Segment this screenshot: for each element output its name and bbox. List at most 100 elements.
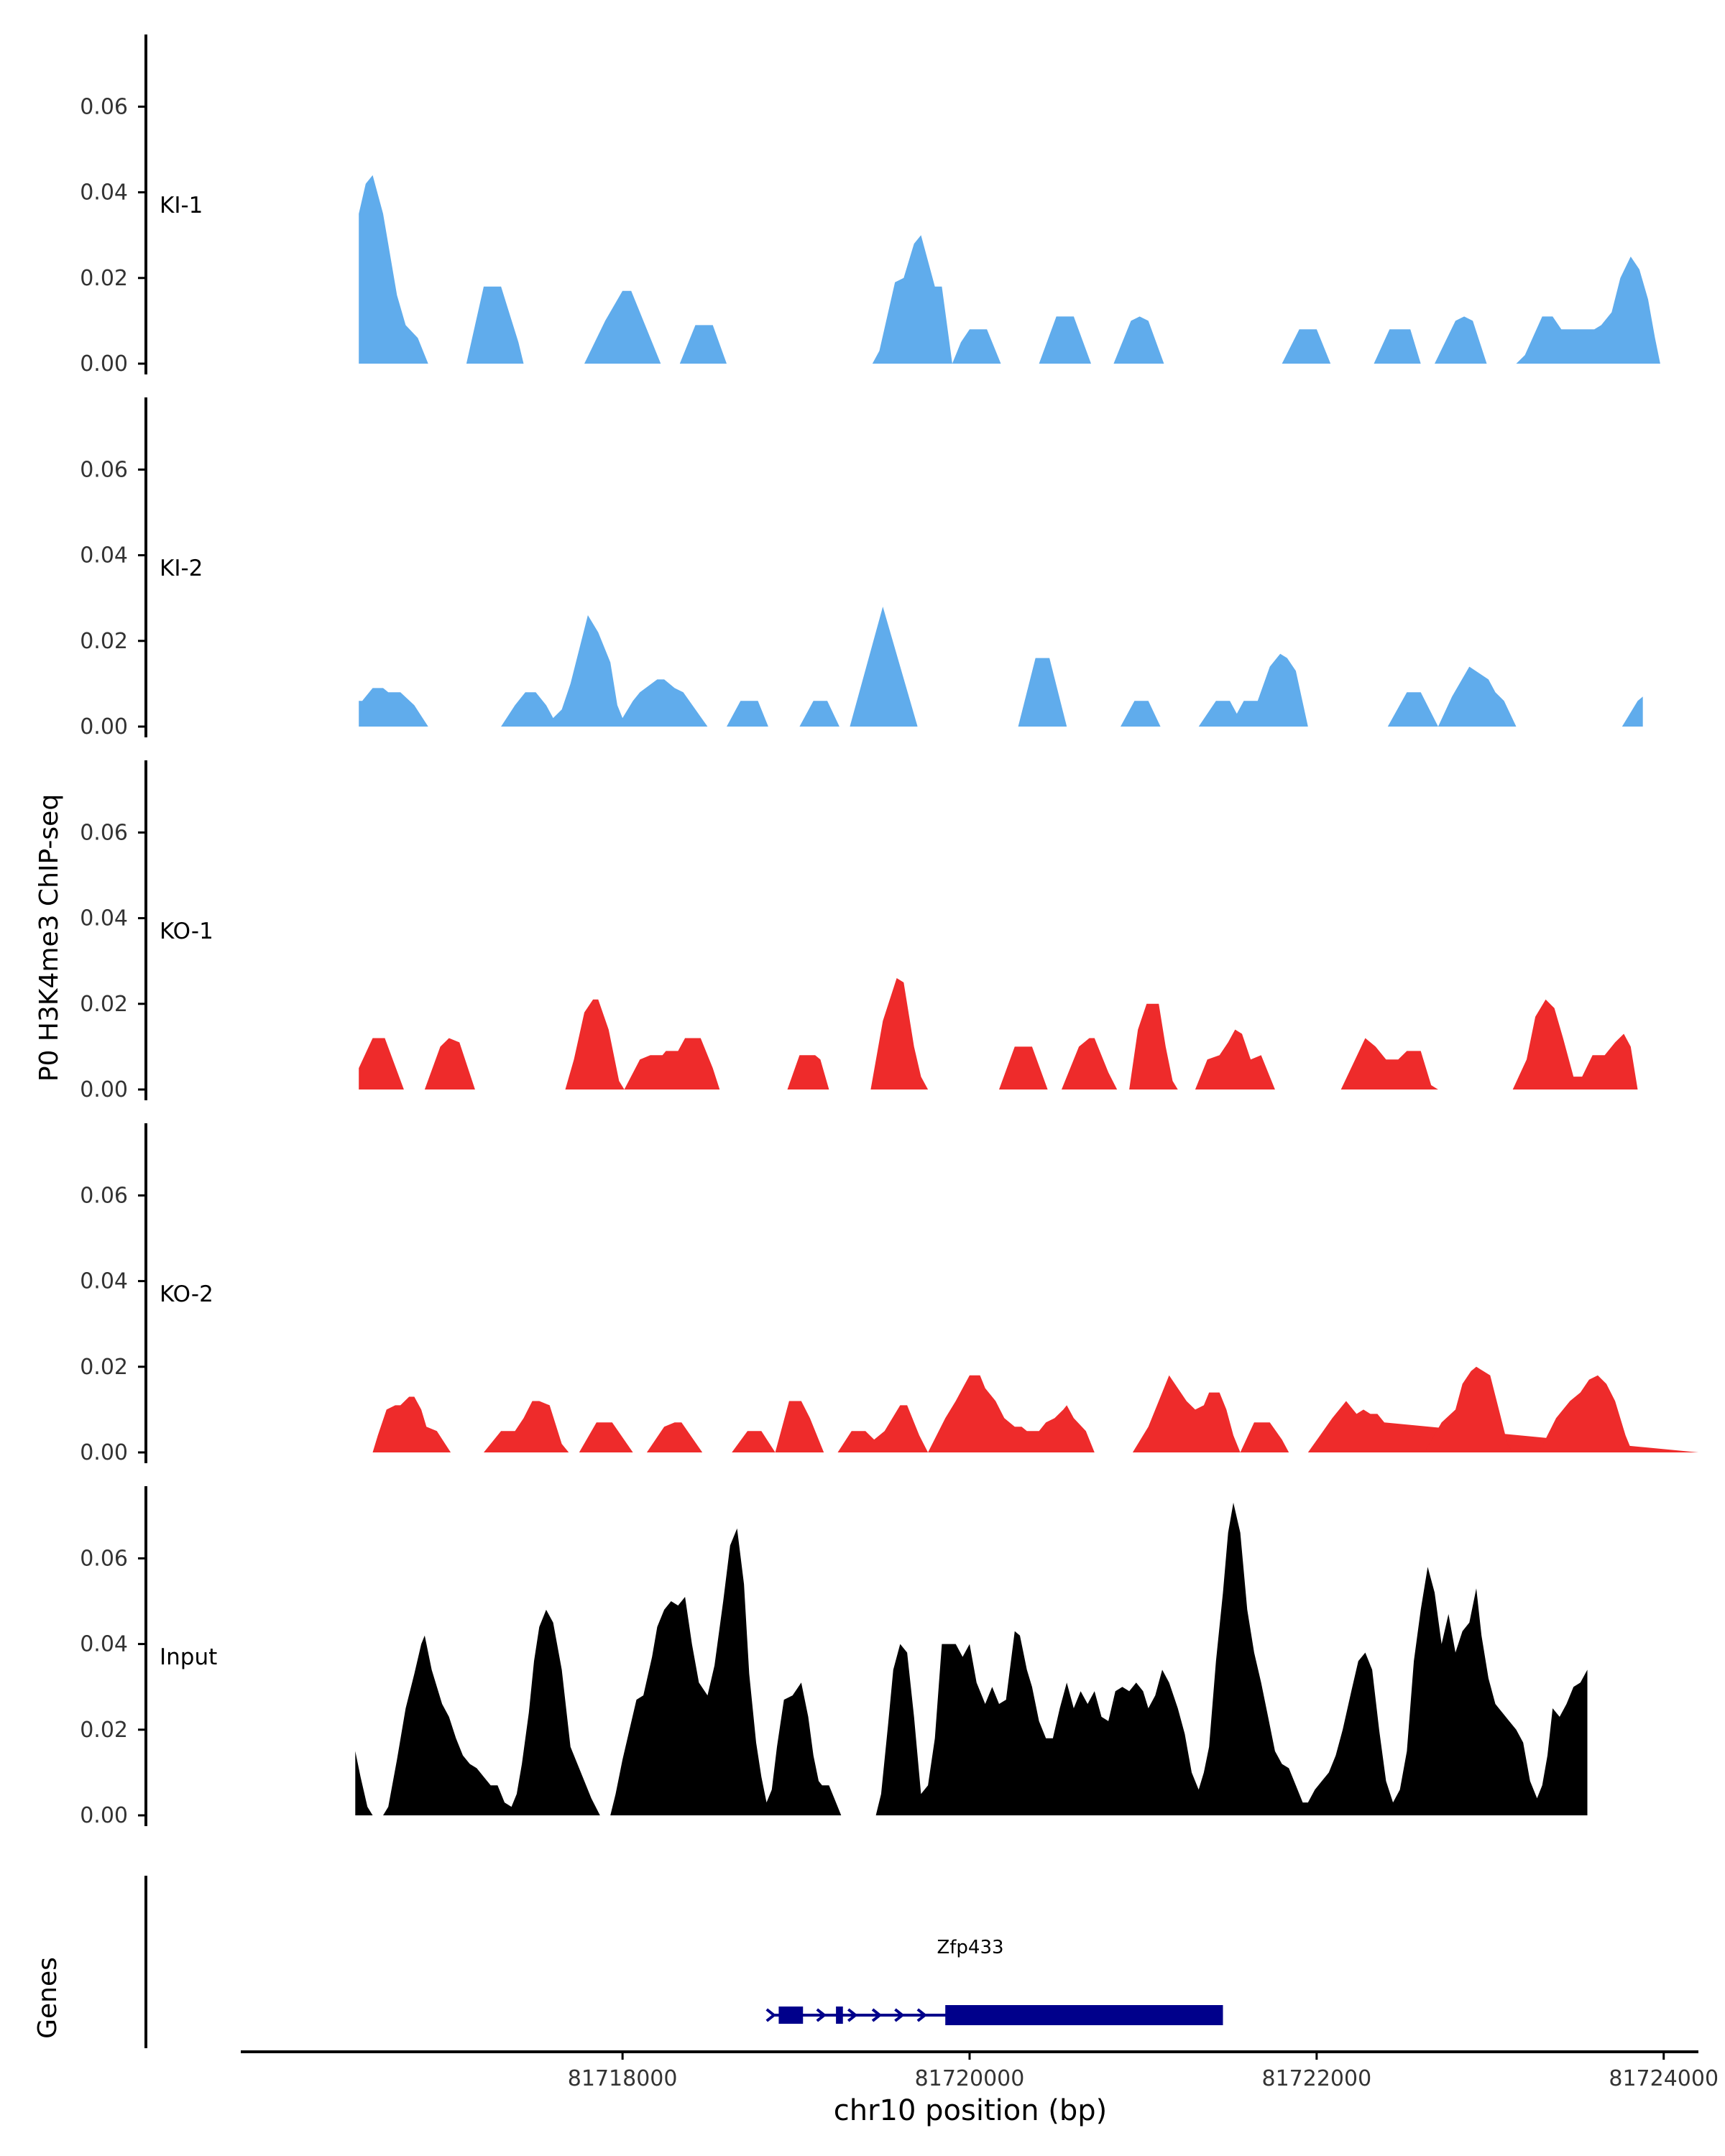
- y-tick-label: 0.02: [80, 266, 128, 291]
- signal-area: [646, 1422, 703, 1452]
- y-tick-label: 0.04: [80, 543, 128, 568]
- signal-area: [837, 1405, 929, 1452]
- signal-area: [1062, 1038, 1118, 1089]
- signal-area: [372, 1396, 451, 1452]
- signal-area: [359, 688, 428, 727]
- x-tick-label: 81718000: [568, 2066, 678, 2091]
- track-panels: 0.00 0.02 0.04 0.06 KI-1 0.00 0.02 0.04 0.06 KI-2…: [80, 34, 1698, 1828]
- gene-exon: [945, 2005, 1223, 2025]
- signal-area: [1374, 329, 1421, 364]
- y-tick-label: 0.04: [80, 1269, 128, 1294]
- signal-area: [610, 1528, 842, 1815]
- y-tick-label: 0.04: [80, 180, 128, 206]
- signal-area: [1240, 1422, 1289, 1452]
- gene-model: [765, 2005, 1223, 2025]
- y-tick-label: 0.00: [80, 1803, 128, 1828]
- signal-area: [359, 175, 428, 364]
- y-tick-label: 0.06: [80, 457, 128, 482]
- x-axis: 81718000 81720000 81722000 81724000 chr10 p…: [241, 2050, 1719, 2127]
- y-tick-label: 0.04: [80, 906, 128, 931]
- y-tick-label: 0.06: [80, 94, 128, 119]
- signal-area: [775, 1401, 824, 1452]
- signal-area: [1387, 666, 1517, 727]
- signal-area: [501, 615, 708, 727]
- signal-area: [1129, 1003, 1178, 1089]
- signal-area: [1424, 1366, 1513, 1452]
- signal-area: [679, 325, 727, 364]
- strand-arrow: [871, 2008, 883, 2022]
- signal-area: [484, 1401, 569, 1452]
- signal-area: [383, 1609, 600, 1815]
- signal-area: [1340, 1038, 1438, 1089]
- signal-area: [952, 329, 1001, 364]
- track-panel-input: 0.00 0.02 0.04 0.06 Input: [80, 1486, 1588, 1828]
- signal-area: [875, 1502, 1588, 1815]
- x-tick-label: 81722000: [1262, 2066, 1372, 2091]
- track-panel-ki-1: 0.00 0.02 0.04 0.06 KI-1: [80, 34, 1660, 377]
- signal-area: [727, 701, 768, 727]
- signal-area: [872, 235, 952, 364]
- signal-area: [355, 1751, 373, 1815]
- signal-area: [624, 1038, 720, 1089]
- gene-track-title: Genes: [33, 1957, 63, 2039]
- x-tick-label: 81720000: [915, 2066, 1025, 2091]
- y-tick-label: 0.00: [80, 1440, 128, 1465]
- signal-area: [1307, 1401, 1698, 1452]
- signal-area: [1282, 329, 1331, 364]
- y-tick-label: 0.06: [80, 1183, 128, 1208]
- strand-arrow: [847, 2008, 858, 2022]
- track-label: KI-1: [160, 193, 203, 218]
- y-tick-label: 0.06: [80, 1546, 128, 1571]
- signal-area: [1512, 999, 1638, 1089]
- signal-area: [424, 1038, 475, 1089]
- signal-area: [1195, 1029, 1275, 1089]
- signal-area: [1198, 653, 1308, 727]
- strand-arrow: [816, 2008, 827, 2022]
- signal-area: [1018, 658, 1067, 727]
- track-panel-ki-2: 0.00 0.02 0.04 0.06 KI-2: [80, 397, 1643, 740]
- strand-arrow: [765, 2008, 776, 2022]
- track-panel-ko-2: 0.00 0.02 0.04 0.06 KO-2: [80, 1123, 1698, 1465]
- gene-exon: [778, 2007, 804, 2024]
- y-tick-label: 0.02: [80, 629, 128, 654]
- y-tick-label: 0.02: [80, 1355, 128, 1380]
- track-label: KI-2: [160, 556, 203, 581]
- signal-area: [565, 999, 625, 1089]
- signal-area: [1622, 696, 1643, 727]
- strand-arrow: [916, 2008, 928, 2022]
- signal-area: [1435, 316, 1487, 364]
- signal-area: [928, 1375, 1095, 1452]
- signal-area: [579, 1422, 633, 1452]
- signal-area: [359, 1038, 404, 1089]
- signal-area: [787, 1055, 829, 1089]
- track-panel-ko-1: 0.00 0.02 0.04 0.06 KO-1: [80, 760, 1638, 1102]
- signal-area: [1132, 1375, 1241, 1452]
- y-tick-label: 0.02: [80, 992, 128, 1017]
- signal-area: [1121, 701, 1161, 727]
- y-axis-title: P0 H3K4me3 ChIP-seq: [34, 794, 64, 1082]
- y-tick-label: 0.00: [80, 714, 128, 740]
- gene-track: Genes Zfp433: [33, 1876, 1223, 2048]
- gene-exon: [836, 2007, 843, 2024]
- signal-area: [1538, 1375, 1633, 1452]
- signal-area: [999, 1046, 1048, 1089]
- signal-area: [466, 286, 524, 364]
- x-axis-title: chr10 position (bp): [834, 2094, 1108, 2127]
- signal-area: [850, 607, 918, 727]
- y-tick-label: 0.02: [80, 1718, 128, 1743]
- x-tick-label: 81724000: [1609, 2066, 1719, 2091]
- signal-area: [870, 978, 929, 1089]
- signal-area: [1516, 257, 1660, 364]
- gene-name-label: Zfp433: [937, 1937, 1003, 1958]
- track-label: KO-1: [160, 918, 213, 944]
- signal-area: [1039, 316, 1091, 364]
- y-tick-label: 0.06: [80, 820, 128, 845]
- y-tick-label: 0.00: [80, 1077, 128, 1102]
- signal-area: [732, 1431, 776, 1452]
- x-ticks: 81718000 81720000 81722000 81724000: [568, 2052, 1719, 2091]
- y-tick-label: 0.04: [80, 1632, 128, 1657]
- track-label: KO-2: [160, 1281, 213, 1307]
- track-label: Input: [160, 1644, 217, 1670]
- signal-area: [1113, 316, 1164, 364]
